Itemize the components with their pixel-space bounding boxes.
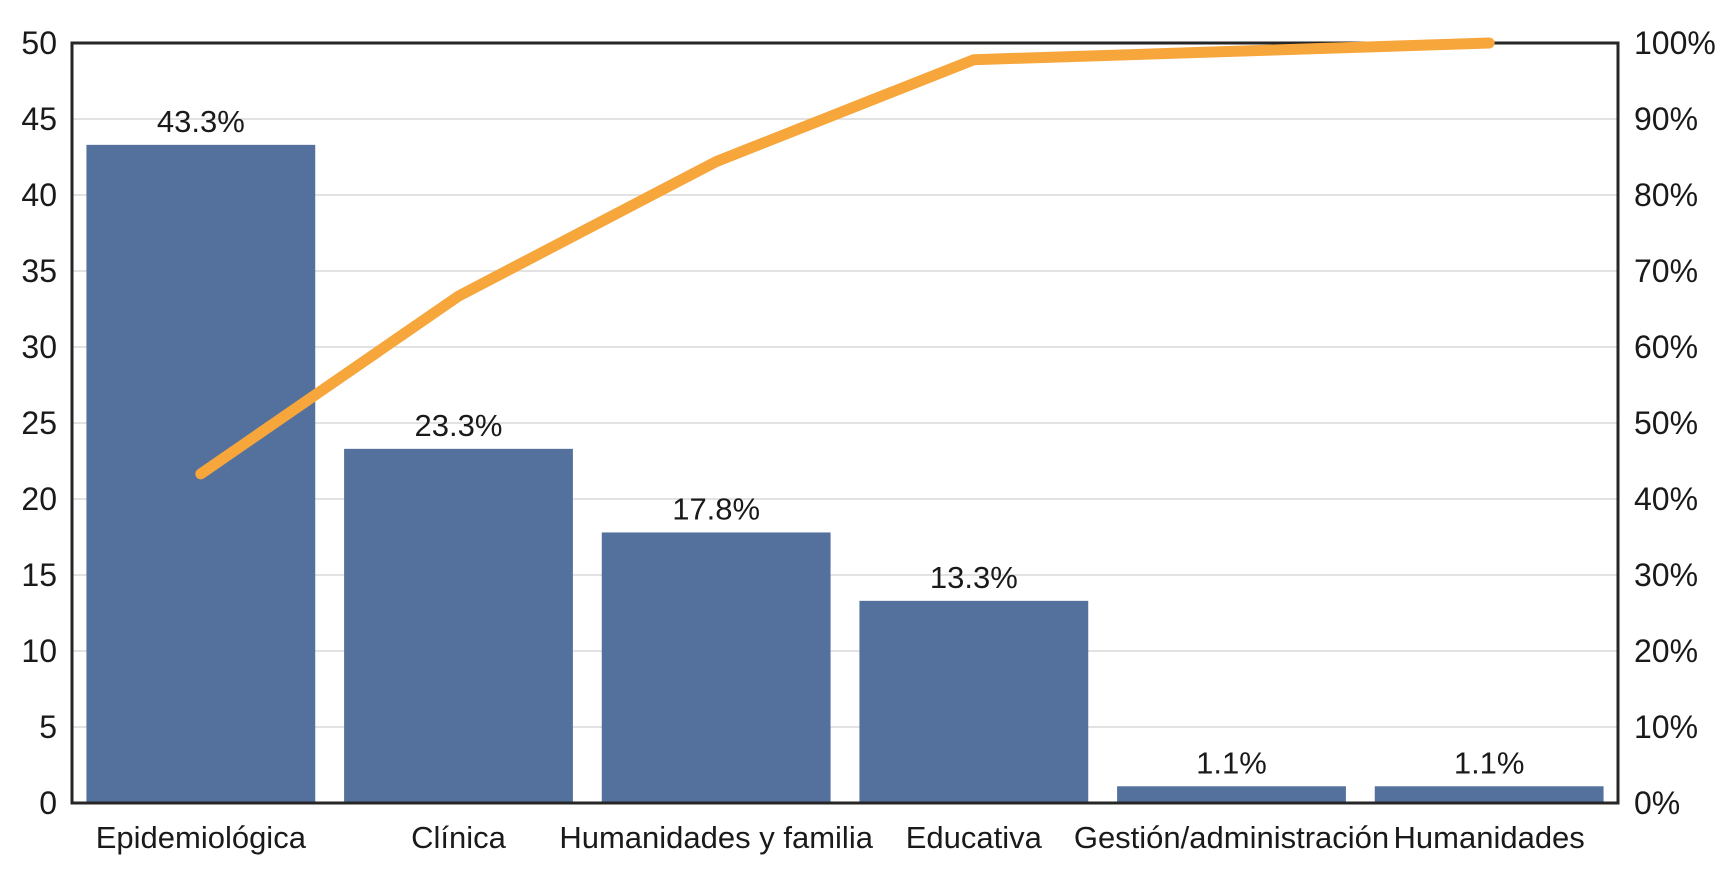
plot-border (70, 41, 1620, 805)
bar-1 (344, 448, 573, 803)
left-axis-tick-30: 30 (21, 329, 57, 365)
left-axis-tick-0: 0 (39, 785, 57, 821)
category-label-1: Clínica (411, 820, 507, 855)
left-axis-tick-50: 50 (21, 25, 57, 61)
bar-2 (601, 532, 831, 803)
bar-data-label-0: 43.3% (157, 104, 245, 139)
right-axis-tick-30%: 30% (1634, 557, 1698, 593)
bar-data-label-5: 1.1% (1454, 745, 1525, 780)
cumulative-line (195, 37, 1495, 480)
bar-data-label-1: 23.3% (415, 408, 503, 443)
right-axis-tick-80%: 80% (1634, 177, 1698, 213)
left-axis-tick-45: 45 (21, 101, 57, 137)
category-label-2: Humanidades y familia (559, 820, 873, 855)
left-axis-tick-10: 10 (21, 633, 57, 669)
bar-data-label-2: 17.8% (672, 491, 760, 526)
category-label-0: Epidemiológica (96, 820, 307, 855)
bar-data-label-3: 13.3% (930, 560, 1018, 595)
left-axis-tick-15: 15 (21, 557, 57, 593)
left-axis-tick-20: 20 (21, 481, 57, 517)
left-axis-tick-25: 25 (21, 405, 57, 441)
right-axis-tick-90%: 90% (1634, 101, 1698, 137)
left-axis-tick-40: 40 (21, 177, 57, 213)
bar-4 (1117, 786, 1346, 803)
right-axis-tick-10%: 10% (1634, 709, 1698, 745)
right-axis-tick-70%: 70% (1634, 253, 1698, 289)
left-axis-tick-35: 35 (21, 253, 57, 289)
right-axis-tick-20%: 20% (1634, 633, 1698, 669)
category-label-4: Gestión/administración (1074, 820, 1389, 855)
category-label-5: Humanidades (1394, 820, 1585, 855)
right-axis-tick-0%: 0% (1634, 785, 1680, 821)
bar-data-label-4: 1.1% (1196, 745, 1267, 780)
right-axis-tick-40%: 40% (1634, 481, 1698, 517)
bar-3 (859, 600, 1089, 803)
bar-5 (1374, 786, 1604, 803)
left-axis-tick-5: 5 (39, 709, 57, 745)
right-axis-tick-60%: 60% (1634, 329, 1698, 365)
category-label-3: Educativa (906, 820, 1043, 855)
right-axis-tick-100%: 100% (1634, 25, 1716, 61)
right-axis-tick-50%: 50% (1634, 405, 1698, 441)
